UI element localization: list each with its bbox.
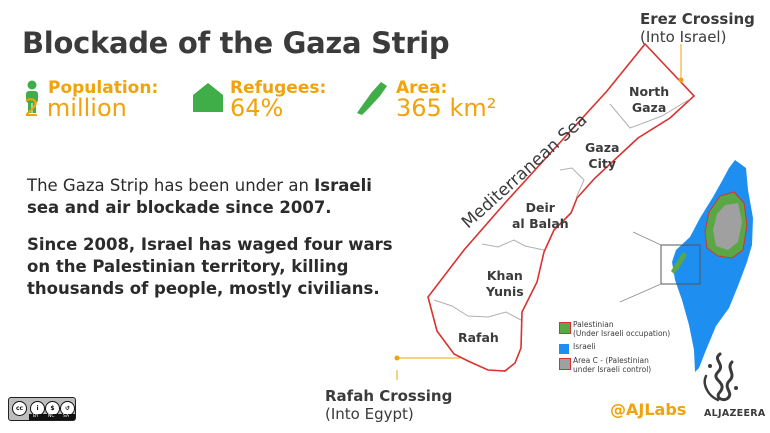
page-title: Blockade of the Gaza Strip (22, 26, 450, 60)
region-gaza-city: Gaza City (585, 140, 619, 172)
population-label: Population: (48, 78, 159, 98)
house-icon (193, 83, 223, 112)
legend-swatch-palestinian (559, 322, 571, 334)
aljazeera-wordmark: ALJAZEERA (704, 408, 766, 419)
wars-line-2: on the Palestinian territory, killing (27, 257, 349, 276)
region-khan-l1: Khan (486, 268, 523, 283)
rafah-crossing-sub: (Into Egypt) (325, 405, 414, 423)
aljazeera-logo-icon (703, 352, 738, 402)
gaza-inset-shape (671, 252, 687, 274)
wars-line-1: Since 2008, Israel has waged four wars (27, 235, 393, 254)
region-deir-l1: Deir (525, 200, 555, 215)
west-bank-area-c (713, 203, 742, 250)
inset-leader-1 (632, 231, 662, 246)
cc-nc-text: NC (48, 414, 55, 419)
gaza-inset-box (660, 244, 701, 285)
area-label: Area: (396, 78, 448, 98)
intro-text-c: sea and air blockade since 2007. (27, 198, 332, 217)
person-icon (26, 80, 38, 113)
region-rafah: Rafah (458, 330, 499, 346)
israel-shape (672, 160, 753, 372)
wars-paragraph: Since 2008, Israel has waged four wars o… (27, 234, 393, 300)
region-deir-al-balah: Deir al Balah (512, 200, 569, 232)
region-rafah-l1: Rafah (458, 330, 499, 345)
region-khan-yunis: Khan Yunis (486, 268, 524, 300)
intro-text-b: Israeli (314, 176, 372, 195)
refugees-label: Refugees: (230, 78, 327, 98)
region-deir-l2: al Balah (512, 216, 569, 231)
border-khan (433, 299, 522, 321)
intro-paragraph: The Gaza Strip has been under an Israeli… (27, 175, 372, 219)
refugees-value: 64% (230, 94, 284, 122)
border-north-gaza (609, 98, 691, 129)
erez-dot (678, 77, 684, 83)
inset-leader-2 (619, 283, 662, 303)
population-value: 2 million (24, 94, 127, 122)
legend-swatch-israeli (559, 344, 569, 354)
cc-bar (29, 414, 75, 420)
legend-swatch-area-c (559, 358, 571, 370)
area-value: 365 km² (396, 94, 497, 122)
region-north-gaza-l1: North (629, 84, 670, 99)
region-gaza-city-l1: Gaza (585, 140, 620, 155)
cc-sa-text: SA (63, 414, 70, 419)
erez-name: Erez Crossing (640, 10, 755, 28)
wars-line-3: thousands of people, mostly civilians. (27, 279, 380, 298)
creative-commons-badge[interactable]: cc i $ ↺ BY NC SA (8, 397, 76, 421)
legend-area-c-l2: under Israeli control) (573, 365, 652, 374)
rafah-crossing-name: Rafah Crossing (325, 387, 453, 405)
legend-palestinian-l2: (Under Israeli occupation) (573, 329, 671, 338)
erez-crossing-label: Erez Crossing (Into Israel) (640, 10, 755, 46)
region-gaza-city-l2: City (588, 156, 616, 171)
cc-by-text: BY (33, 414, 39, 419)
cc-icon: cc (12, 401, 27, 416)
region-north-gaza-l2: Gaza (631, 100, 667, 115)
gaza-shape-icon (357, 82, 387, 115)
legend-israeli-l1: Israeli (573, 342, 596, 351)
ajlabs-handle[interactable]: @AJLabs (610, 400, 687, 419)
region-khan-l2: Yunis (486, 284, 524, 299)
rafah-crossing-label: Rafah Crossing (Into Egypt) (325, 387, 452, 423)
rafah-dot (394, 355, 400, 361)
erez-sub: (Into Israel) (640, 28, 727, 46)
region-north-gaza: North Gaza (629, 84, 669, 116)
legend-palestinian-l1: Palestinian (573, 320, 614, 329)
border-deir (481, 239, 545, 251)
intro-text-a: The Gaza Strip has been under an (27, 176, 315, 195)
border-gaza-city (559, 167, 585, 199)
legend-area-c-l1: Area C - (Palestinian (573, 356, 649, 365)
